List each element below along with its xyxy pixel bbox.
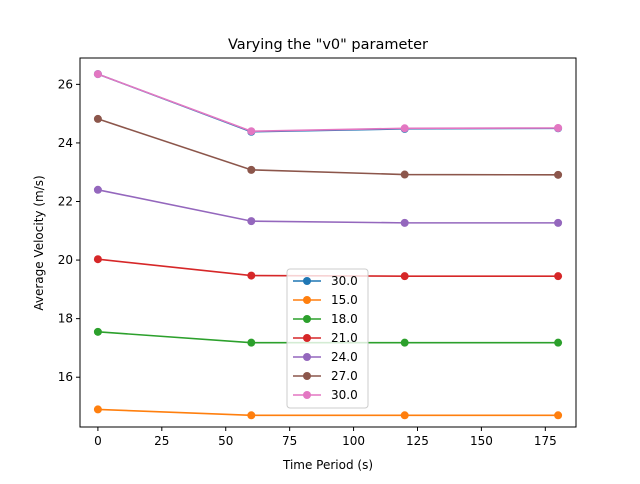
y-tick-label: 26 [58,77,73,91]
x-tick-label: 125 [406,434,429,448]
y-tick-label: 18 [58,312,73,326]
tick-layer: 0 25 50 75 100 125 150 175 16 18 20 22 24 26 [58,77,557,448]
legend-item: 24.0 [293,350,358,364]
x-tick-label: 100 [342,434,365,448]
legend-item: 21.0 [293,331,358,345]
data-point [400,411,409,420]
x-tick-label: 50 [218,434,233,448]
chart-title: Varying the "v0" parameter [228,37,428,53]
legend-item: 30.0 [293,274,358,288]
x-tick-label: 0 [94,434,102,448]
data-point [247,217,256,226]
legend-marker [303,315,311,323]
data-point [93,255,102,264]
data-point [93,185,102,194]
data-point [400,170,409,179]
data-point [247,165,256,174]
data-point [554,170,563,179]
series-line [97,189,559,224]
legend-marker [303,391,311,399]
series-line [97,73,559,133]
x-tick-label: 75 [282,434,297,448]
legend-item: 15.0 [293,293,358,307]
data-point [247,411,256,420]
legend-marker [303,353,311,361]
legend: 30.0 15.0 18.0 21.0 24.0 27.0 30.0 [286,268,369,409]
data-point [247,271,256,280]
series-6 [93,70,563,136]
data-point [400,124,409,133]
legend-label: 30.0 [331,274,358,288]
data-point [247,127,256,136]
y-tick-label: 20 [58,253,73,267]
data-point [554,272,563,281]
data-point [247,338,256,347]
series-4 [93,185,563,227]
legend-marker [303,296,311,304]
legend-item: 30.0 [293,388,358,402]
y-axis-label: Average Velocity (m/s) [32,175,46,310]
series-line [97,118,559,176]
x-tick-label: 25 [154,434,169,448]
legend-label: 27.0 [331,369,358,383]
data-point [554,338,563,347]
y-tick-label: 24 [58,136,73,150]
legend-label: 18.0 [331,312,358,326]
legend-label: 15.0 [331,293,358,307]
y-tick-label: 16 [58,370,73,384]
legend-item: 27.0 [293,369,358,383]
legend-label: 24.0 [331,350,358,364]
data-point [93,405,102,414]
data-point [93,70,102,79]
legend-label: 30.0 [331,388,358,402]
plot-frame [79,57,577,428]
data-point [400,338,409,347]
y-tick-label: 22 [58,195,73,209]
x-tick-label: 150 [470,434,493,448]
data-point [554,218,563,227]
legend-label: 21.0 [331,331,358,345]
x-tick-label: 175 [534,434,557,448]
data-point [400,218,409,227]
series-line [97,408,559,417]
series-1 [93,405,563,420]
legend-item: 18.0 [293,312,358,326]
data-point [554,123,563,132]
data-point [400,272,409,281]
series-5 [93,114,563,179]
legend-marker [303,334,311,342]
data-point [93,114,102,123]
x-axis-label: Time Period (s) [282,458,373,472]
data-point [554,411,563,420]
data-point [93,327,102,336]
legend-marker [303,277,311,285]
legend-marker [303,372,311,380]
